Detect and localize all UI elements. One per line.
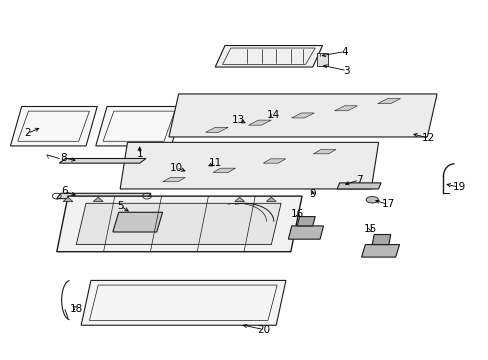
Polygon shape [63,197,73,202]
Polygon shape [168,94,436,137]
Polygon shape [334,106,357,111]
Text: 20: 20 [257,325,270,334]
Polygon shape [313,149,335,154]
Polygon shape [10,107,97,146]
Polygon shape [361,244,399,257]
Polygon shape [59,158,146,163]
Text: 13: 13 [231,115,245,125]
Polygon shape [120,142,378,189]
Text: 4: 4 [341,46,347,57]
Polygon shape [213,168,235,172]
Polygon shape [215,45,322,67]
Text: 18: 18 [69,304,83,314]
Polygon shape [377,99,400,104]
Text: 8: 8 [60,153,66,163]
Text: 17: 17 [381,199,394,210]
Text: 16: 16 [290,209,303,219]
Text: 15: 15 [363,224,376,234]
Polygon shape [336,183,380,189]
Text: 6: 6 [61,186,67,197]
Polygon shape [96,107,182,146]
Polygon shape [297,217,315,226]
Text: 7: 7 [355,175,362,185]
Polygon shape [316,53,328,66]
Polygon shape [57,193,151,199]
Polygon shape [93,197,103,202]
Polygon shape [263,159,285,163]
Text: 19: 19 [451,182,465,192]
Text: 12: 12 [421,133,434,143]
Text: 11: 11 [208,158,222,168]
Polygon shape [371,234,390,244]
Polygon shape [266,197,276,202]
Text: 9: 9 [309,189,315,199]
Polygon shape [113,212,162,232]
Text: 14: 14 [266,110,280,120]
Text: 3: 3 [343,66,349,76]
Polygon shape [76,203,281,244]
Polygon shape [81,280,285,325]
Text: 5: 5 [117,201,123,211]
Polygon shape [248,120,271,125]
Polygon shape [288,226,323,239]
Text: 1: 1 [136,149,142,159]
Polygon shape [291,113,314,118]
Polygon shape [205,127,228,132]
Text: 10: 10 [169,163,183,173]
Polygon shape [163,177,185,182]
Text: 2: 2 [24,129,31,138]
Polygon shape [57,196,302,252]
Polygon shape [234,197,244,202]
Ellipse shape [366,197,378,203]
